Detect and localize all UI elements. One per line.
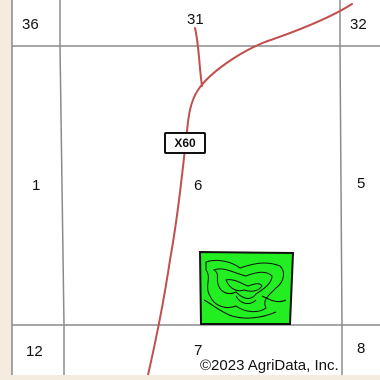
contour-4 (203, 299, 277, 319)
section-label-36: 36 (22, 16, 39, 33)
contour-1 (205, 259, 284, 313)
field-contours (203, 259, 287, 319)
road-x60 (147, 3, 353, 376)
copyright-notice: ©2023 AgriData, Inc. (200, 357, 339, 374)
section-label-6: 6 (194, 177, 203, 194)
section-label-12: 12 (26, 343, 43, 360)
roads (147, 3, 353, 376)
section-line-west (59, 45, 65, 326)
section-label-1: 1 (32, 177, 41, 194)
section-label-8: 8 (357, 340, 366, 357)
contour-6 (261, 295, 287, 303)
map-area (12, 0, 380, 375)
field-polygon[interactable] (198, 250, 295, 325)
section-label-7: 7 (194, 342, 203, 359)
section-label-31: 31 (187, 11, 204, 28)
section-grid (11, 0, 380, 375)
section-line-east (339, 45, 343, 326)
road-shield-x60: X60 (164, 132, 206, 154)
contour-3 (225, 279, 263, 292)
contour-5 (235, 295, 257, 304)
road-north-spur (194, 27, 203, 87)
section-label-32: 32 (350, 16, 367, 33)
field-boundary[interactable] (198, 250, 295, 325)
contour-2 (212, 268, 273, 299)
section-label-5: 5 (357, 175, 366, 192)
